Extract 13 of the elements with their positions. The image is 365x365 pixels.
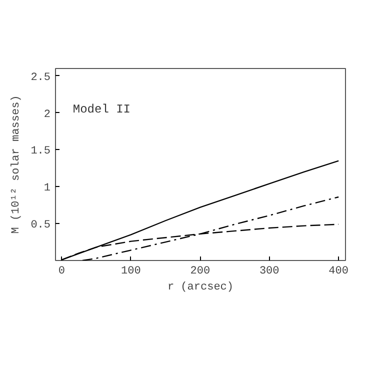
x-axis-title: r (arcsec)	[167, 282, 234, 294]
x-tick-label: 400	[328, 266, 348, 278]
y-tick-label: 1.5	[30, 146, 51, 158]
y-tick-label: 2	[44, 108, 51, 121]
y-tick-label: 0.5	[30, 220, 51, 232]
y-tick-label: 2.5	[30, 72, 51, 84]
annotation: Model II	[72, 102, 131, 116]
y-axis-title: M (10¹² solar masses)	[10, 95, 23, 234]
x-tick-label: 100	[121, 266, 141, 278]
x-tick-label: 0	[58, 266, 66, 278]
x-tick-label: 300	[259, 266, 280, 278]
y-tick-label: 1	[44, 182, 51, 195]
x-tick-label: 200	[190, 266, 210, 278]
